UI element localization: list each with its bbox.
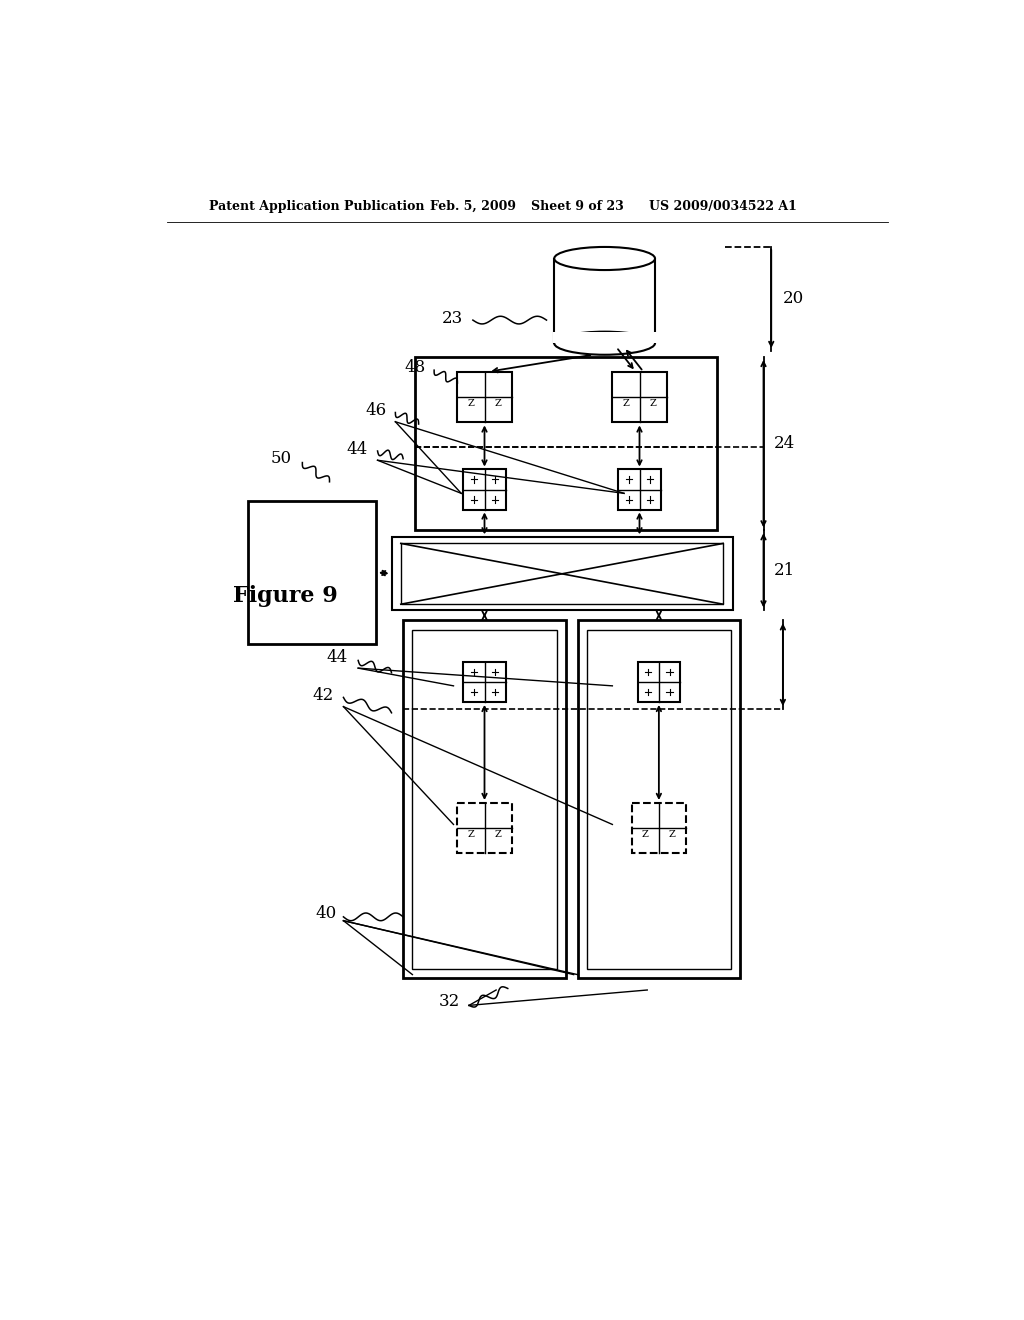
Text: Sheet 9 of 23: Sheet 9 of 23	[531, 199, 624, 213]
Text: Z: Z	[468, 399, 474, 408]
Text: 44: 44	[327, 649, 348, 665]
Bar	[248, 502, 376, 644]
Text: Feb. 5, 2009: Feb. 5, 2009	[430, 199, 516, 213]
Text: 44: 44	[346, 441, 368, 458]
Text: 32: 32	[439, 993, 460, 1010]
Text: Z: Z	[649, 399, 656, 408]
Bar	[587, 630, 731, 969]
Bar	[463, 470, 506, 510]
Bar	[553, 331, 656, 343]
Text: 40: 40	[315, 904, 336, 921]
Ellipse shape	[554, 247, 655, 271]
Ellipse shape	[554, 331, 655, 355]
Bar	[391, 537, 732, 610]
Text: Figure 9: Figure 9	[232, 585, 337, 607]
Text: Z: Z	[495, 830, 502, 840]
Bar	[612, 372, 667, 422]
Text: US 2009/0034522 A1: US 2009/0034522 A1	[649, 199, 797, 213]
Bar	[463, 663, 506, 702]
Bar	[458, 804, 512, 853]
Bar	[458, 372, 512, 422]
Bar	[400, 544, 723, 605]
Bar	[618, 470, 660, 510]
Bar	[638, 663, 680, 702]
Text: 50: 50	[271, 450, 292, 467]
Text: 46: 46	[366, 403, 387, 420]
Text: Z: Z	[495, 399, 502, 408]
Text: Patent Application Publication: Patent Application Publication	[209, 199, 425, 213]
Text: 23: 23	[441, 310, 463, 327]
Text: 24: 24	[773, 436, 795, 453]
Bar	[413, 630, 557, 969]
Bar	[578, 620, 740, 978]
Text: Z: Z	[623, 399, 630, 408]
Text: Z: Z	[468, 830, 474, 840]
Bar	[632, 804, 686, 853]
Text: 42: 42	[312, 688, 334, 705]
Text: 48: 48	[404, 359, 425, 376]
Text: 21: 21	[773, 562, 795, 579]
Bar	[415, 358, 717, 531]
Text: 20: 20	[783, 290, 804, 308]
Text: Z: Z	[669, 830, 676, 840]
Bar	[403, 620, 566, 978]
Text: Z: Z	[642, 830, 649, 840]
